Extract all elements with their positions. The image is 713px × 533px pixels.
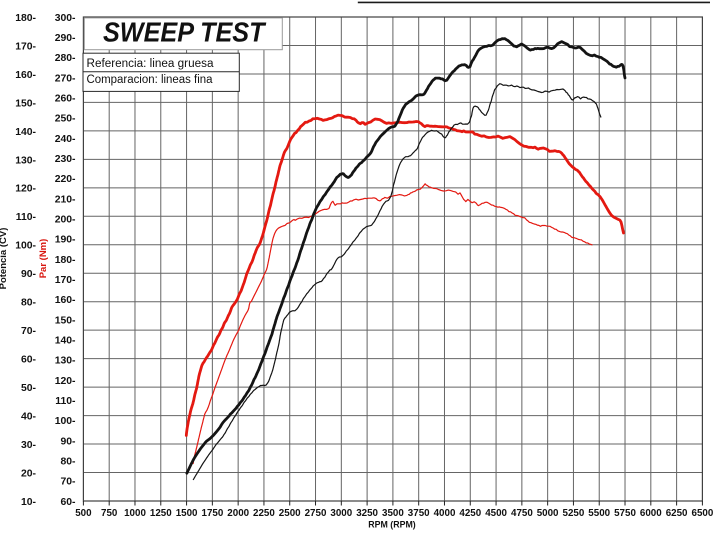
svg-text:180-: 180- — [55, 255, 76, 266]
svg-text:6250: 6250 — [666, 508, 688, 519]
svg-text:60-: 60- — [60, 497, 76, 508]
svg-text:160-: 160- — [55, 295, 76, 306]
svg-text:4000: 4000 — [434, 508, 456, 519]
svg-text:3000: 3000 — [330, 508, 352, 519]
svg-text:Comparacion: lineas fina: Comparacion: lineas fina — [87, 74, 214, 86]
svg-text:230-: 230- — [55, 154, 76, 165]
svg-text:70-: 70- — [21, 326, 37, 337]
svg-text:10-: 10- — [21, 497, 37, 508]
svg-text:110-: 110- — [55, 396, 76, 407]
svg-text:Referencia: linea gruesa: Referencia: linea gruesa — [87, 58, 215, 70]
svg-text:140-: 140- — [55, 336, 76, 347]
svg-text:260-: 260- — [55, 94, 76, 105]
svg-text:280-: 280- — [55, 53, 76, 64]
svg-text:Potencia (CV): Potencia (CV) — [0, 228, 9, 290]
svg-text:250-: 250- — [55, 114, 76, 125]
svg-text:3750: 3750 — [408, 508, 430, 519]
svg-text:100-: 100- — [55, 416, 76, 427]
svg-text:120-: 120- — [55, 376, 76, 387]
svg-text:1750: 1750 — [202, 508, 224, 519]
svg-text:2250: 2250 — [253, 508, 275, 519]
svg-text:130-: 130- — [55, 356, 76, 367]
svg-text:1250: 1250 — [150, 508, 172, 519]
svg-text:40-: 40- — [21, 412, 37, 423]
svg-text:160-: 160- — [15, 70, 36, 81]
svg-text:120-: 120- — [15, 184, 36, 195]
svg-text:50-: 50- — [21, 383, 37, 394]
svg-text:1500: 1500 — [176, 508, 198, 519]
svg-text:4500: 4500 — [485, 508, 507, 519]
svg-text:4750: 4750 — [511, 508, 533, 519]
svg-text:210-: 210- — [55, 194, 76, 205]
svg-text:60-: 60- — [21, 355, 37, 366]
svg-text:20-: 20- — [21, 468, 37, 479]
svg-text:70-: 70- — [60, 477, 76, 488]
svg-text:30-: 30- — [21, 440, 37, 451]
svg-text:750: 750 — [101, 508, 118, 519]
svg-text:6000: 6000 — [640, 508, 662, 519]
svg-text:2000: 2000 — [227, 508, 249, 519]
svg-text:170-: 170- — [55, 275, 76, 286]
svg-text:150-: 150- — [15, 98, 36, 109]
svg-text:500: 500 — [75, 508, 92, 519]
svg-text:6500: 6500 — [692, 508, 713, 519]
svg-text:220-: 220- — [55, 174, 76, 185]
svg-text:RPM (RPM): RPM (RPM) — [368, 520, 415, 530]
svg-text:90-: 90- — [21, 269, 37, 280]
svg-text:2500: 2500 — [279, 508, 301, 519]
svg-text:110-: 110- — [16, 212, 37, 223]
svg-text:80-: 80- — [60, 457, 76, 468]
svg-text:1000: 1000 — [124, 508, 146, 519]
svg-text:290-: 290- — [55, 33, 76, 44]
svg-text:170-: 170- — [15, 41, 36, 52]
svg-text:5000: 5000 — [537, 508, 559, 519]
svg-text:100-: 100- — [15, 241, 36, 252]
svg-text:90-: 90- — [60, 436, 76, 447]
svg-text:130-: 130- — [15, 155, 36, 166]
svg-text:240-: 240- — [55, 134, 76, 145]
svg-text:3500: 3500 — [382, 508, 404, 519]
svg-text:3250: 3250 — [356, 508, 378, 519]
svg-text:300-: 300- — [55, 13, 76, 24]
svg-text:200-: 200- — [55, 215, 76, 226]
svg-text:5500: 5500 — [588, 508, 610, 519]
svg-text:Par (Nm): Par (Nm) — [38, 239, 49, 279]
svg-text:180-: 180- — [15, 13, 36, 24]
svg-text:2750: 2750 — [305, 508, 327, 519]
svg-text:80-: 80- — [21, 298, 37, 309]
svg-text:150-: 150- — [55, 315, 76, 326]
svg-text:SWEEP TEST: SWEEP TEST — [103, 17, 266, 48]
svg-text:5250: 5250 — [563, 508, 585, 519]
svg-text:190-: 190- — [55, 235, 76, 246]
svg-text:4250: 4250 — [459, 508, 481, 519]
svg-text:140-: 140- — [15, 127, 36, 138]
svg-text:270-: 270- — [55, 73, 76, 84]
svg-text:5750: 5750 — [614, 508, 636, 519]
